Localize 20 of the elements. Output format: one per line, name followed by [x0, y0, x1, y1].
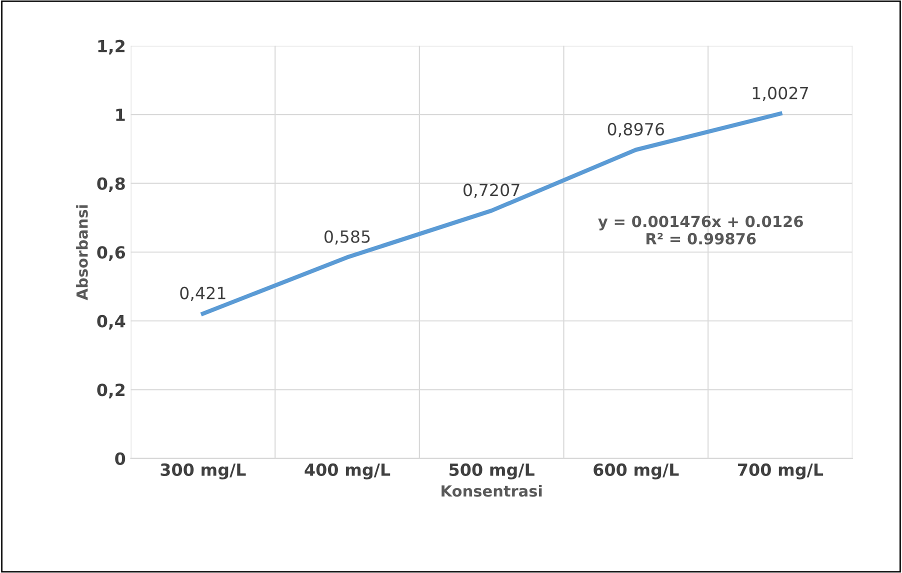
- x-tick-label: 600 mg/L: [594, 463, 679, 480]
- y-tick-label: 0,2: [97, 384, 124, 398]
- x-axis-title: Konsentrasi: [442, 484, 542, 497]
- y-tick-label: 0,4: [97, 314, 126, 330]
- data-label: 0,8976: [608, 122, 664, 138]
- data-label: 1,0027: [752, 86, 808, 102]
- data-label: 0,421: [180, 286, 226, 302]
- y-tick-label: 0,8: [97, 177, 125, 192]
- x-tick-label: 500 mg/L: [450, 463, 534, 480]
- annotation: y = 0.001476x + 0.0126 R² = 0.99876: [598, 216, 803, 244]
- y-axis-title: Absorbansi: [76, 205, 88, 300]
- data-label: 0,7207: [464, 184, 520, 198]
- data-label: 0,585: [324, 230, 370, 245]
- x-tick-label: 400 mg/L: [304, 463, 390, 480]
- y-tick-label: 0,6: [97, 246, 126, 261]
- y-tick-label: 1: [116, 108, 125, 121]
- y-tick-label: 0: [115, 452, 126, 465]
- y-tick-label: 1,2: [98, 40, 124, 55]
- x-tick-label: 300 mg/L: [160, 463, 246, 480]
- x-tick-label: 700 mg/L: [738, 463, 824, 480]
